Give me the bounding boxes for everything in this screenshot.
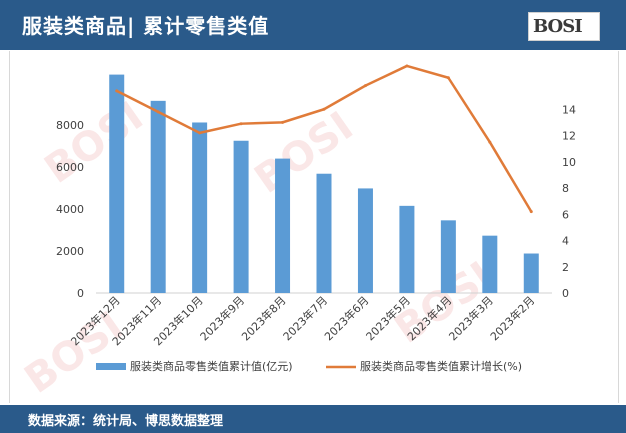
header-bar: 服装类商品| 累计零售类值: [0, 0, 626, 50]
legend-swatch-bar: [96, 363, 126, 370]
bar: [150, 100, 166, 293]
y-right-tick-label: 12: [562, 130, 576, 143]
bar: [192, 122, 208, 293]
bar: [233, 140, 249, 293]
line-point: [488, 140, 492, 144]
y-right-tick-label: 6: [562, 208, 569, 221]
line-point: [198, 131, 202, 135]
y-left-tick-label: 6000: [56, 161, 84, 174]
line-point: [529, 210, 533, 214]
line-point: [239, 122, 243, 126]
line-point: [405, 64, 409, 68]
y-left-tick-label: 8000: [56, 119, 84, 132]
line-point: [281, 120, 285, 124]
legend-label-bar: 服装类商品零售类值累计值(亿元): [130, 359, 293, 373]
bar: [357, 188, 373, 293]
bosi-logo: BOSI: [528, 12, 600, 41]
bar: [109, 74, 125, 293]
y-right-tick-label: 4: [562, 235, 569, 248]
bar: [482, 235, 498, 293]
logo-mark: BOSI: [533, 16, 583, 37]
bar: [316, 173, 332, 293]
line-point: [156, 110, 160, 114]
y-right-tick-label: 2: [562, 261, 569, 274]
y-right-tick-label: 0: [562, 287, 569, 300]
x-tick-label: 2023年2月: [487, 293, 537, 343]
footer-bar: 数据来源：统计局、博思数据整理: [0, 405, 626, 433]
legend-label-line: 服装类商品零售类值累计增长(%): [360, 359, 522, 373]
y-left-tick-label: 0: [77, 287, 84, 300]
y-left-tick-label: 4000: [56, 203, 84, 216]
bar: [440, 220, 456, 293]
line-point: [115, 89, 119, 93]
chart-title: 服装类商品| 累计零售类值: [22, 14, 270, 38]
bar: [275, 158, 291, 293]
line-point: [322, 107, 326, 111]
data-source: 数据来源：统计局、博思数据整理: [28, 414, 224, 429]
line-point: [446, 76, 450, 80]
y-left-tick-label: 2000: [56, 245, 84, 258]
y-right-tick-label: 10: [562, 156, 576, 169]
plot-frame: [9, 51, 619, 403]
y-right-tick-label: 8: [562, 182, 569, 195]
line-point: [363, 84, 367, 88]
bar: [399, 205, 415, 293]
y-right-tick-label: 14: [562, 103, 576, 116]
bar: [523, 253, 539, 293]
